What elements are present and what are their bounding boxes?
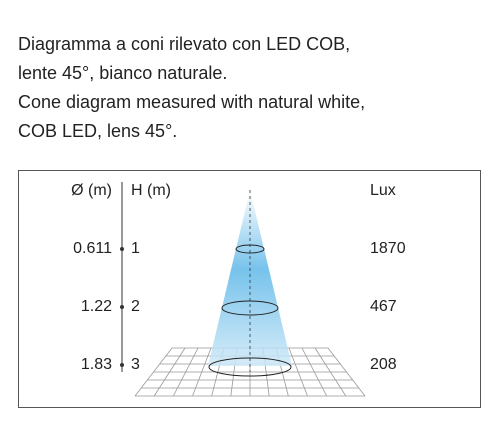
- description-line: Cone diagram measured with natural white…: [18, 92, 365, 112]
- height: 3: [131, 356, 140, 373]
- height-dot: [120, 305, 124, 309]
- description-line: COB LED, lens 45°.: [18, 121, 177, 141]
- header: Ø (m): [71, 182, 112, 199]
- height: 2: [131, 298, 140, 315]
- floor-grid: [134, 347, 366, 397]
- header: Lux: [370, 182, 396, 199]
- beam-ring: [235, 244, 265, 254]
- diameter: 0.611: [73, 240, 112, 257]
- height-dot: [120, 247, 124, 251]
- height-dot: [120, 363, 124, 367]
- diameter: 1.83: [81, 356, 112, 373]
- description-line: lente 45°, bianco naturale.: [18, 63, 227, 83]
- header: H (m): [131, 182, 171, 199]
- beam-ring: [208, 357, 292, 377]
- light-cone: [208, 190, 292, 366]
- diameter: 1.22: [81, 298, 112, 315]
- frame: [18, 170, 481, 408]
- lux: 467: [370, 298, 397, 315]
- beam-ring: [221, 300, 279, 316]
- lux: 1870: [370, 240, 406, 257]
- description-line: Diagramma a coni rilevato con LED COB,: [18, 34, 350, 54]
- height: 1: [131, 240, 140, 257]
- lux: 208: [370, 356, 397, 373]
